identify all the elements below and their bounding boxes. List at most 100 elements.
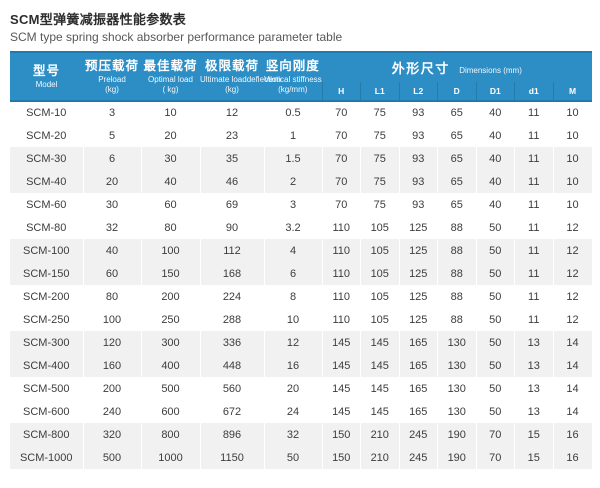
cell-value: 165 bbox=[398, 400, 438, 423]
table-row: SCM-150 60 150 168 6 110 105 125 88 50 11 12 bbox=[10, 262, 592, 285]
cell-value: 50 bbox=[475, 400, 515, 423]
cell-value: 13 bbox=[514, 377, 553, 400]
cell-value: 70 bbox=[321, 147, 361, 170]
cell-value: 190 bbox=[437, 446, 476, 469]
col-header-optimal-load-en: Optimal load bbox=[148, 75, 193, 84]
cell-value: 40 bbox=[475, 170, 515, 193]
cell-value: 125 bbox=[398, 285, 438, 308]
cell-value: 250 bbox=[140, 308, 200, 331]
cell-value: 3 bbox=[263, 193, 322, 216]
cell-model: SCM-10 bbox=[26, 107, 67, 119]
cell-value: 150 bbox=[321, 446, 361, 469]
cell-value: 35 bbox=[199, 147, 264, 170]
col-header-model-cn: 型号 bbox=[32, 64, 60, 78]
table-header: 型号 Model 预压载荷 Preload (kg) 最佳载荷 Optimal … bbox=[10, 51, 592, 102]
col-header-ultimate-load: 极限载荷 Ultimate loaddeflection (kg) bbox=[200, 51, 281, 102]
table-row: SCM-800 320 800 896 32 150 210 245 190 70 15 16 bbox=[10, 423, 592, 446]
cell-model: SCM-30 bbox=[10, 147, 83, 170]
cell-value: 50 bbox=[475, 354, 515, 377]
cell-value: 75 bbox=[360, 101, 399, 124]
cell-value: 88 bbox=[437, 239, 476, 262]
cell-model: SCM-100 bbox=[10, 239, 83, 262]
col-header-dimensions-en: Dimensions (mm) bbox=[459, 65, 522, 75]
cell-value: 110 bbox=[321, 216, 361, 239]
col-header-d1: D1 bbox=[475, 82, 515, 102]
cell-value: 100 bbox=[140, 239, 200, 262]
cell-value: 1.5 bbox=[263, 147, 322, 170]
cell-value: 50 bbox=[475, 308, 515, 331]
cell-value: 11 bbox=[514, 101, 553, 124]
cell-value: 24 bbox=[263, 400, 322, 423]
cell-value: 32 bbox=[82, 216, 141, 239]
cell-value: 105 bbox=[360, 239, 399, 262]
cell-value: 1 bbox=[263, 124, 322, 147]
cell-value: 50 bbox=[475, 331, 515, 354]
cell-value: 210 bbox=[360, 446, 399, 469]
cell-value: 65 bbox=[437, 101, 476, 124]
page-subtitle: SCM type spring shock absorber performan… bbox=[10, 30, 343, 44]
cell-value: 125 bbox=[398, 262, 438, 285]
cell-value: 240 bbox=[82, 400, 141, 423]
col-header-preload-en: Preload bbox=[98, 75, 126, 84]
cell-value: 70 bbox=[475, 446, 515, 469]
cell-value: 12 bbox=[552, 239, 592, 262]
cell-value: 130 bbox=[437, 400, 476, 423]
cell-value: 2 bbox=[263, 170, 322, 193]
cell-value: 10 bbox=[140, 101, 200, 124]
cell-value: 40 bbox=[475, 147, 515, 170]
cell-value: 245 bbox=[398, 446, 438, 469]
cell-value: 11 bbox=[514, 124, 553, 147]
cell-value: 60 bbox=[82, 262, 141, 285]
title-block: SCM型弹簧减振器性能参数表 SCM type spring shock abs… bbox=[10, 9, 591, 44]
cell-value: 50 bbox=[475, 262, 515, 285]
cell-value: 896 bbox=[199, 423, 264, 446]
col-header-dimensions-group: 外形尺寸 Dimensions (mm) bbox=[322, 51, 592, 82]
cell-value: 88 bbox=[437, 308, 476, 331]
cell-value: 125 bbox=[398, 216, 438, 239]
cell-value: 168 bbox=[199, 262, 264, 285]
cell-value: 70 bbox=[321, 170, 361, 193]
cell-value: 46 bbox=[199, 170, 264, 193]
cell-value: 65 bbox=[437, 193, 476, 216]
cell-value: 4 bbox=[263, 239, 322, 262]
cell-value: 10 bbox=[552, 170, 592, 193]
col-header-d: D bbox=[437, 82, 476, 102]
cell-value: 30 bbox=[82, 193, 141, 216]
cell-value: 40 bbox=[475, 101, 515, 124]
cell-value: 23 bbox=[199, 124, 264, 147]
cell-value: 13 bbox=[514, 354, 553, 377]
cell-model: SCM-150 bbox=[10, 262, 83, 285]
cell-value: 145 bbox=[360, 400, 399, 423]
cell-value: 90 bbox=[199, 216, 264, 239]
cell-value: 70 bbox=[321, 101, 361, 124]
cell-value: 145 bbox=[360, 354, 399, 377]
col-header-l2: L2 bbox=[398, 82, 438, 102]
col-header-preload-cn: 预压载荷 bbox=[84, 59, 139, 73]
cell-value: 65 bbox=[437, 124, 476, 147]
cell-value: 190 bbox=[437, 423, 476, 446]
cell-value: 93 bbox=[398, 147, 438, 170]
cell-model: SCM-400 bbox=[10, 354, 83, 377]
cell-value: 800 bbox=[140, 423, 200, 446]
cell-value: 88 bbox=[437, 285, 476, 308]
cell-value: 14 bbox=[552, 400, 592, 423]
cell-value: 16 bbox=[263, 354, 322, 377]
cell-model: SCM-40 bbox=[10, 170, 83, 193]
col-header-m: M bbox=[552, 82, 592, 102]
table-row: SCM-80 32 80 90 3.2 110 105 125 88 50 11 12 bbox=[10, 216, 592, 239]
cell-value: 105 bbox=[360, 308, 399, 331]
cell-value: 93 bbox=[398, 170, 438, 193]
page: SCM型弹簧减振器性能参数表 SCM type spring shock abs… bbox=[10, 9, 592, 469]
cell-value: 110 bbox=[321, 262, 361, 285]
table-row: SCM-250 100 250 288 10 110 105 125 88 50 11 12 bbox=[10, 308, 592, 331]
cell-value: 13 bbox=[514, 400, 553, 423]
cell-value: 70 bbox=[321, 124, 361, 147]
cell-value: 300 bbox=[140, 331, 200, 354]
cell-model: SCM-60 bbox=[26, 198, 67, 211]
cell-value: 165 bbox=[398, 377, 438, 400]
col-header-vertical-stiffness-en: Vertical stiffness bbox=[264, 75, 322, 84]
cell-value: 50 bbox=[475, 285, 515, 308]
cell-value: 145 bbox=[360, 377, 399, 400]
cell-value: 16 bbox=[552, 423, 592, 446]
cell-value: 500 bbox=[140, 377, 200, 400]
